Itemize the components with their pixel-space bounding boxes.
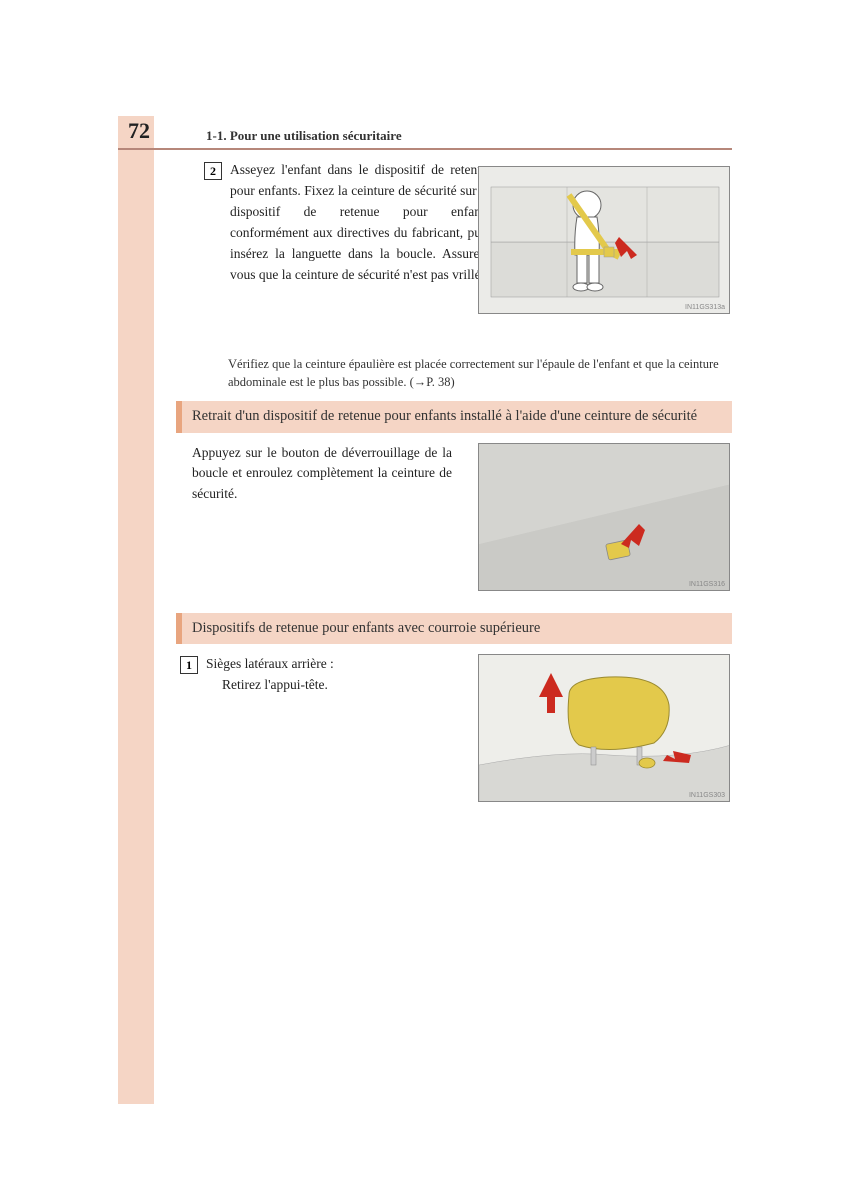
illustration-child-seatbelt: IN11GS313a — [478, 166, 730, 314]
header-rule — [118, 148, 732, 150]
illustration-label: IN11GS313a — [685, 304, 725, 311]
section-b-step1: Sièges latéraux arrière : Retirez l'appu… — [206, 654, 494, 696]
page-content: 2 Asseyez l'enfant dans le dispositif de… — [176, 160, 732, 818]
section-heading-removal: Retrait d'un dispositif de retenue pour … — [176, 401, 732, 433]
step1-line1: Sièges latéraux arrière : — [206, 656, 334, 671]
illustration-label: IN11GS303 — [689, 792, 725, 799]
left-margin-strip — [118, 116, 154, 1104]
page-header: 1-1. Pour une utilisation sécuritaire — [206, 128, 402, 144]
page-number: 72 — [128, 118, 150, 144]
step1-line2: Retirez l'appui-tête. — [222, 675, 328, 696]
step2-text: Asseyez l'enfant dans le dispositif de r… — [230, 160, 490, 286]
step2-note: Vérifiez que la ceinture épaulière est p… — [228, 356, 732, 391]
step-number-box: 1 — [180, 656, 198, 674]
illustration-headrest-removal: IN11GS303 — [478, 654, 730, 802]
step-number-box: 2 — [204, 162, 222, 180]
section-heading-top-tether: Dispositifs de retenue pour enfants avec… — [176, 613, 732, 645]
section-a-body: Appuyez sur le bouton de déverrouillage … — [192, 443, 452, 506]
illustration-buckle-release: IN11GS316 — [478, 443, 730, 591]
illustration-label: IN11GS316 — [689, 581, 725, 588]
